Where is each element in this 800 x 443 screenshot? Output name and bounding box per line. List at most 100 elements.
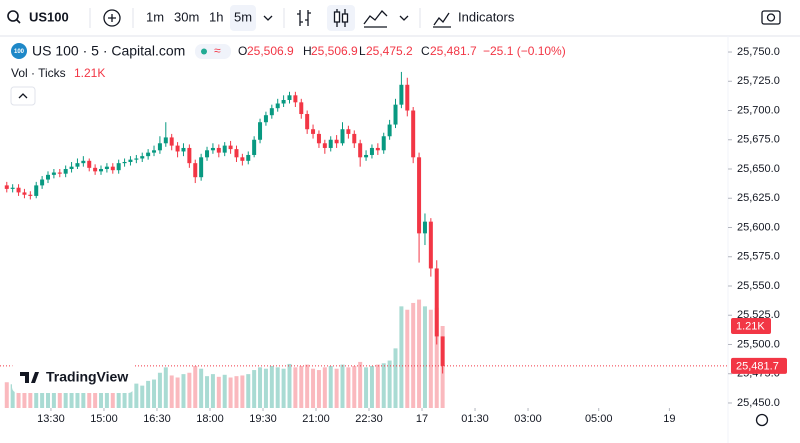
legend-change: −25.1 (−0.10%) <box>483 44 566 58</box>
candle-body <box>393 104 398 125</box>
candle-body <box>299 102 304 115</box>
candle-body <box>252 139 257 155</box>
volume-bar <box>352 365 357 408</box>
watermark-logo <box>20 372 39 383</box>
status-dot <box>201 48 207 55</box>
status-badge <box>195 44 231 59</box>
x-tick-label: 18:00 <box>196 413 224 425</box>
volume-value: 1.21K <box>74 66 105 80</box>
volume-bar <box>287 363 292 408</box>
volume-bar <box>140 385 145 408</box>
candle-body <box>399 84 404 105</box>
interval-button[interactable]: 1m <box>146 9 164 24</box>
indicators-icon[interactable] <box>433 12 451 28</box>
plot <box>0 71 728 408</box>
x-tick-label: 01:30 <box>461 413 489 425</box>
collapse-icon <box>18 93 28 99</box>
y-tick-label: 25,650.0 <box>737 163 780 175</box>
candle-body <box>163 137 168 144</box>
add-symbol[interactable] <box>103 9 121 27</box>
candle-body <box>40 179 45 186</box>
candle-body <box>334 139 339 144</box>
candle-body <box>99 169 104 172</box>
candle-body <box>281 99 286 104</box>
volume-bar <box>51 384 56 408</box>
volume-bar <box>281 368 286 408</box>
y-tick-label: 25,750.0 <box>737 46 780 58</box>
y-tick-label: 25,725.0 <box>737 75 780 87</box>
candle-body <box>46 174 51 180</box>
candle-body <box>240 157 245 161</box>
y-tick-label: 25,625.0 <box>737 192 780 204</box>
legend-h-key: H <box>303 44 312 58</box>
candle-body <box>222 145 227 153</box>
volume-bar <box>299 365 304 408</box>
volume-bar <box>99 385 104 408</box>
candle-body <box>146 152 151 157</box>
interval-button[interactable]: 30m <box>174 9 199 24</box>
x-tick-label: 13:30 <box>37 413 65 425</box>
interval-button[interactable]: 1h <box>209 9 223 24</box>
candle-body <box>381 136 386 151</box>
volume-bar <box>16 379 21 408</box>
legend-c: 25,481.7 <box>430 44 477 58</box>
candle-body <box>122 161 127 164</box>
volume-bar <box>434 307 439 408</box>
settings-icon[interactable] <box>755 413 769 427</box>
y-tick-label: 25,450.0 <box>737 397 780 409</box>
candle-body <box>187 147 192 164</box>
candle-body <box>199 157 204 178</box>
volume-bar <box>381 363 386 408</box>
interval-button[interactable]: 5m <box>234 9 252 24</box>
volume-bar <box>375 364 380 408</box>
volume-bar <box>93 386 98 408</box>
candle-body <box>10 187 15 189</box>
snapshot-icon[interactable] <box>761 10 781 25</box>
candle-body <box>175 145 180 152</box>
interval-menu[interactable] <box>263 15 273 21</box>
x-tick-label: 05:00 <box>585 413 613 425</box>
volume-bar <box>34 383 39 408</box>
candle-body <box>263 115 268 123</box>
candle-body <box>87 160 92 168</box>
volume-bar <box>163 367 168 408</box>
volume-title: Vol · Ticks <box>11 66 66 80</box>
candle-body <box>369 147 374 155</box>
collapse-button[interactable] <box>10 86 36 106</box>
volume-bar <box>364 367 369 408</box>
candle-icon <box>333 11 341 23</box>
candle-body <box>157 143 162 151</box>
candle-body <box>322 143 327 148</box>
snapshot-icon <box>766 13 776 22</box>
volume-bar <box>87 383 92 408</box>
x-tick-label: 16:30 <box>143 413 171 425</box>
volume-bar <box>205 376 210 408</box>
volume-bar <box>4 382 9 408</box>
volume-bar <box>258 367 263 408</box>
volume-bar <box>134 383 139 408</box>
chart-type-active <box>327 5 355 31</box>
bars-icon[interactable] <box>297 10 311 26</box>
candle-body <box>328 139 333 148</box>
search-icon[interactable] <box>7 10 19 22</box>
volume-bar <box>199 368 204 408</box>
x-tick-label: 15:00 <box>90 413 118 425</box>
candle-body <box>210 147 215 151</box>
volume-bar <box>175 377 180 408</box>
area-icon[interactable] <box>363 10 388 28</box>
candle-body <box>116 163 121 171</box>
candle-body <box>4 185 9 189</box>
indicators-button[interactable]: Indicators <box>458 9 515 24</box>
legend-o: 25,506.9 <box>247 44 294 58</box>
chart-type-menu[interactable] <box>399 15 409 21</box>
candle-body <box>169 137 174 146</box>
symbol[interactable]: US100 <box>29 9 69 24</box>
candle-body <box>346 129 351 134</box>
volume-bar <box>75 386 80 408</box>
volume-bar <box>346 367 351 408</box>
legend-l: 25,475.2 <box>366 44 413 58</box>
candle-body <box>305 114 310 130</box>
status-badge-text: ≈ <box>214 44 221 58</box>
toolbar: US100 Indicators <box>0 5 800 37</box>
candle-body <box>22 192 27 195</box>
